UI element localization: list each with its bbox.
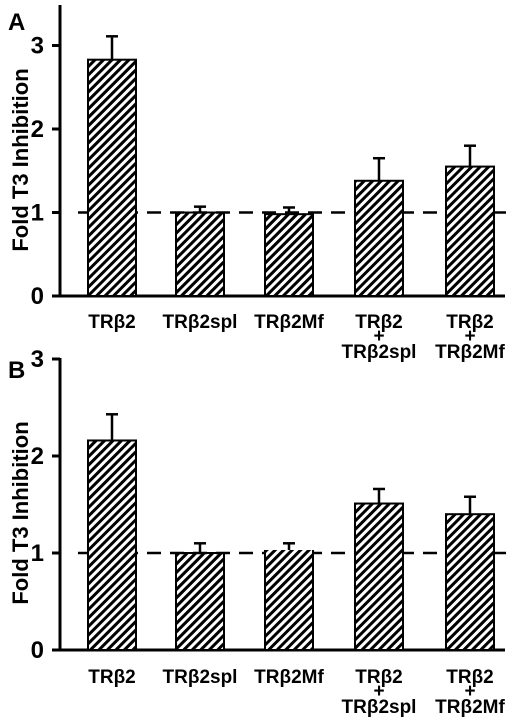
panel-b-bar-4: [354, 502, 404, 651]
panel-b-category-label-5-line-1: TRβ2: [446, 667, 494, 688]
panel-b-bar-5: [445, 513, 495, 652]
panel-b-y-axis-label: Fold T3 Inhibition: [8, 421, 33, 604]
panel-a-chart: A Fold T3 Inhibition 0 1 2 3 TRβ2 TRβ2spl TRβ2Mf…: [8, 5, 515, 363]
panel-b-category-label-1-line-1: TRβ2: [88, 667, 136, 688]
panel-b-bar-mask-5: [446, 550, 494, 556]
panel-b-category-label-3-line-1: TRβ2Mf: [254, 667, 324, 688]
panel-a-bar-4: [354, 179, 404, 298]
panel-a-bar-mask-4: [355, 209, 403, 216]
panel-b-category-label-5-line-2: +: [464, 681, 475, 702]
panel-a-letter: A: [8, 9, 25, 36]
panel-b-y-tick-label-1: 1: [31, 540, 44, 567]
panel-a-category-label-5-line-2: +: [464, 326, 475, 347]
panel-a-bar-3: [264, 213, 314, 297]
panel-b-chart: B Fold T3 Inhibition 0 1 2 3 TRβ2 TRβ2spl TRβ2Mf…: [8, 346, 515, 718]
panel-b-y-tick-label-2: 2: [31, 443, 44, 470]
panel-b-letter: B: [8, 357, 25, 384]
panel-a-y-tick-label-0: 0: [31, 283, 44, 310]
panel-b-bar-mask-4: [355, 550, 403, 556]
panel-a-category-label-4-line-3: TRβ2spl: [342, 342, 417, 363]
panel-a-category-label-2-line-1: TRβ2spl: [163, 312, 238, 333]
panel-a-y-axis-label: Fold T3 Inhibition: [8, 68, 33, 251]
panel-a-y-tick-label-1: 1: [31, 200, 44, 227]
panel-a-y-tick-label-2: 2: [31, 116, 44, 143]
panel-a-bar-2: [175, 211, 225, 297]
panel-a-bar-mask-5: [446, 209, 494, 216]
panel-b-y-tick-label-0: 0: [31, 637, 44, 664]
panel-b-category-label-5-line-3: TRβ2Mf: [435, 697, 505, 718]
panel-a-category-label-3-line-1: TRβ2Mf: [254, 312, 324, 333]
panel-a-category-label-4-line-2: +: [373, 326, 384, 347]
panel-a-bar-5: [445, 165, 495, 297]
panel-b-category-label-2-line-1: TRβ2spl: [163, 667, 238, 688]
panel-a-category-label-4-line-1: TRβ2: [355, 312, 403, 333]
panel-b-bar-mask-1: [88, 550, 136, 556]
panel-b-bar-1: [87, 439, 137, 652]
panel-a-bar-mask-1: [88, 209, 136, 216]
panel-b-bar-3: [264, 550, 314, 651]
panel-b-category-label-4-line-3: TRβ2spl: [342, 697, 417, 718]
panel-b-y-tick-label-3: 3: [31, 346, 44, 373]
panel-b-bar-mask-3: [265, 550, 313, 556]
panel-a-category-label-1-line-1: TRβ2: [88, 312, 136, 333]
panel-a-category-label-5-line-1: TRβ2: [446, 312, 494, 333]
panel-b-category-label-4-line-1: TRβ2: [355, 667, 403, 688]
panel-a-bar-1: [87, 58, 137, 297]
panel-b-bar-2: [175, 552, 225, 651]
panel-b-category-label-4-line-2: +: [373, 681, 384, 702]
panel-a-y-tick-label-3: 3: [31, 33, 44, 60]
panel-a-category-label-5-line-3: TRβ2Mf: [435, 342, 505, 363]
